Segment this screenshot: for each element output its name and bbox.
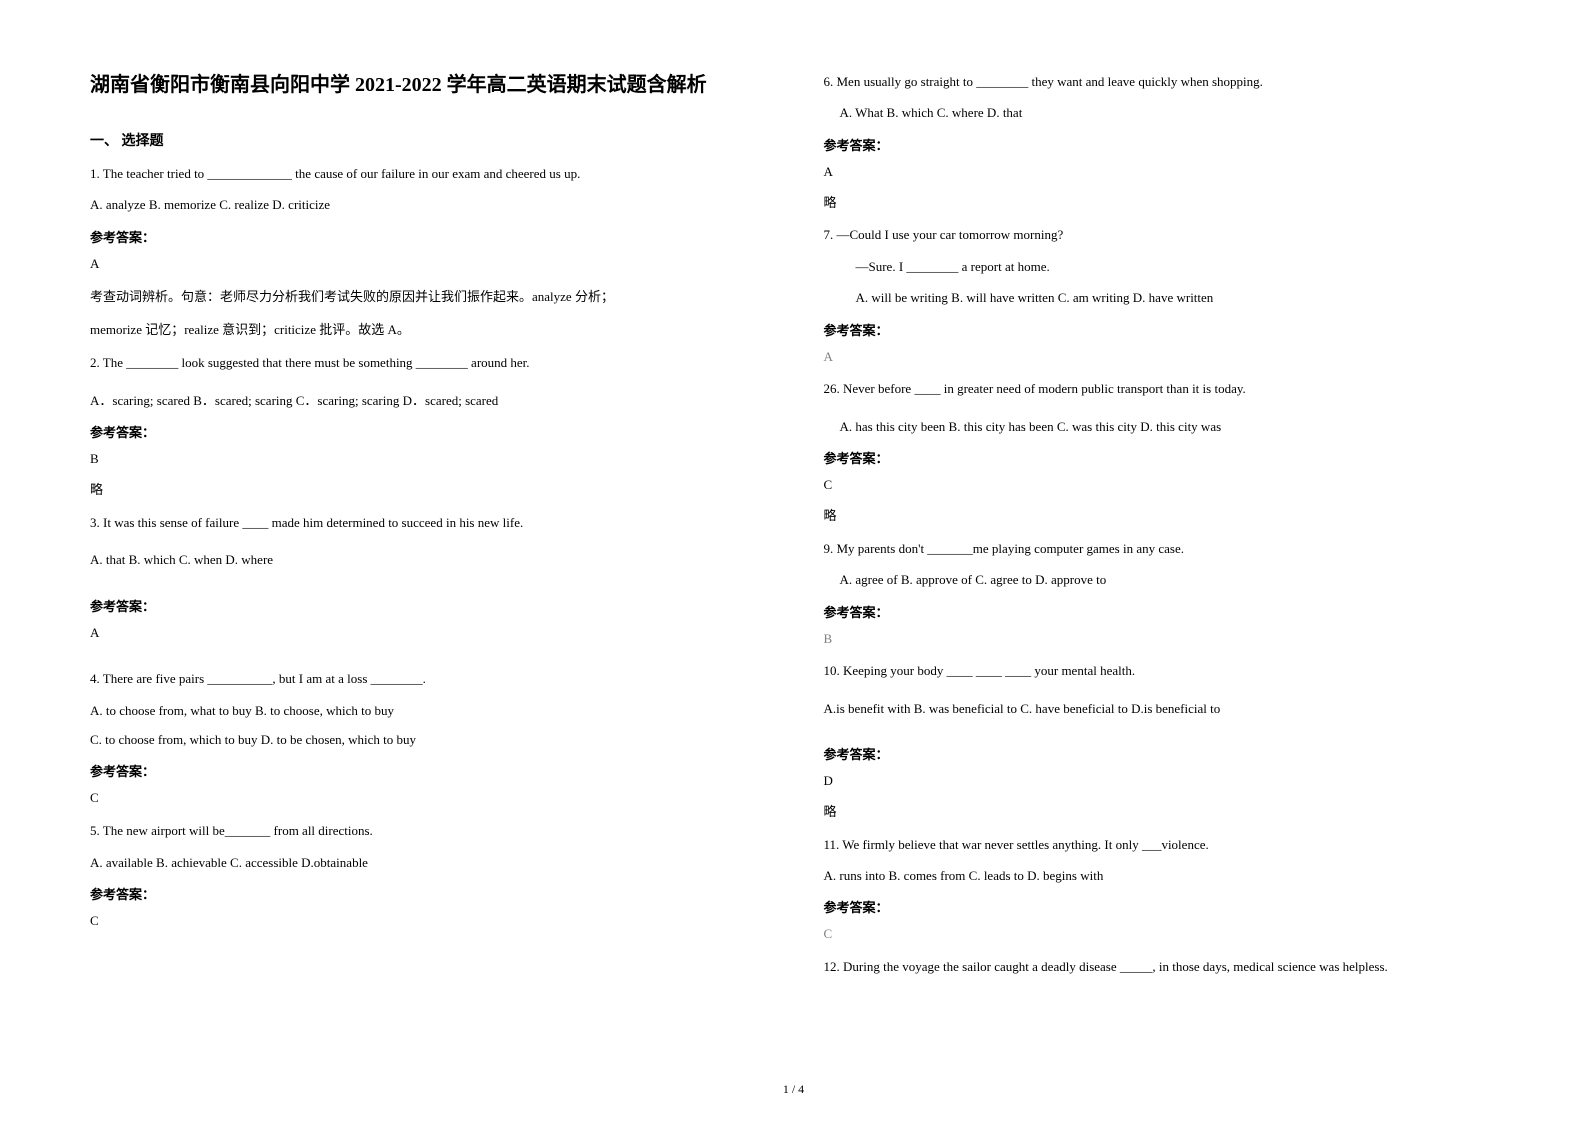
q8-lue: 略 [824, 506, 1498, 527]
q2-stem: 2. The ________ look suggested that ther… [90, 351, 764, 374]
q4-options1: A. to choose from, what to buy B. to cho… [90, 699, 764, 722]
q1-explanation1: 考查动词辨析。句意：老师尽力分析我们考试失败的原因并让我们振作起来。analyz… [90, 285, 764, 308]
q1-stem: 1. The teacher tried to _____________ th… [90, 162, 764, 185]
page-container: 湖南省衡阳市衡南县向阳中学 2021-2022 学年高二英语期末试题含解析 一、… [90, 70, 1497, 1092]
q4-options2: C. to choose from, which to buy D. to be… [90, 728, 764, 751]
q3-stem: 3. It was this sense of failure ____ mad… [90, 511, 764, 534]
q6-answer: A [824, 162, 1498, 183]
q11-options: A. runs into B. comes from C. leads to D… [824, 864, 1498, 887]
q5-options: A. available B. achievable C. accessible… [90, 851, 764, 874]
q1-answer-label: 参考答案： [90, 227, 764, 246]
q3-answer-label: 参考答案： [90, 596, 764, 615]
q7-answer: A [824, 347, 1498, 368]
q4-answer-label: 参考答案： [90, 761, 764, 780]
q10-options: A.is benefit with B. was beneficial to C… [824, 697, 1498, 720]
q10-lue: 略 [824, 802, 1498, 823]
q2-options: A．scaring; scared B．scared; scaring C．sc… [90, 389, 764, 412]
q7-answer-label: 参考答案： [824, 320, 1498, 339]
q8-stem: 26. Never before ____ in greater need of… [824, 377, 1498, 400]
q8-options: A. has this city been B. this city has b… [824, 415, 1498, 438]
q7-options: A. will be writing B. will have written … [824, 286, 1498, 309]
document-title: 湖南省衡阳市衡南县向阳中学 2021-2022 学年高二英语期末试题含解析 [90, 70, 764, 100]
q12-stem: 12. During the voyage the sailor caught … [824, 955, 1498, 978]
section-header: 一、 选择题 [90, 130, 764, 150]
q10-answer: D [824, 771, 1498, 792]
q7-stem2: —Sure. I ________ a report at home. [824, 255, 1498, 278]
left-column: 湖南省衡阳市衡南县向阳中学 2021-2022 学年高二英语期末试题含解析 一、… [90, 70, 764, 1092]
q6-lue: 略 [824, 193, 1498, 214]
q11-stem: 11. We firmly believe that war never set… [824, 833, 1498, 856]
q5-stem: 5. The new airport will be_______ from a… [90, 819, 764, 842]
q8-answer: C [824, 475, 1498, 496]
right-column: 6. Men usually go straight to ________ t… [824, 70, 1498, 1092]
q6-options: A. What B. which C. where D. that [824, 101, 1498, 124]
q2-answer-label: 参考答案： [90, 422, 764, 441]
q10-answer-label: 参考答案： [824, 744, 1498, 763]
q6-stem: 6. Men usually go straight to ________ t… [824, 70, 1498, 93]
q5-answer: C [90, 911, 764, 932]
q3-options: A. that B. which C. when D. where [90, 548, 764, 571]
q9-options: A. agree of B. approve of C. agree to D.… [824, 568, 1498, 591]
q1-explanation2: memorize 记忆；realize 意识到；criticize 批评。故选 … [90, 318, 764, 341]
q5-answer-label: 参考答案： [90, 884, 764, 903]
q7-stem1: 7. —Could I use your car tomorrow mornin… [824, 223, 1498, 246]
q3-answer: A [90, 623, 764, 644]
q9-stem: 9. My parents don't _______me playing co… [824, 537, 1498, 560]
q4-answer: C [90, 788, 764, 809]
q2-answer: B [90, 449, 764, 470]
page-number: 1 / 4 [783, 1082, 804, 1097]
q10-stem: 10. Keeping your body ____ ____ ____ you… [824, 659, 1498, 682]
q6-answer-label: 参考答案： [824, 135, 1498, 154]
q1-answer: A [90, 254, 764, 275]
q1-options: A. analyze B. memorize C. realize D. cri… [90, 193, 764, 216]
q9-answer-label: 参考答案： [824, 602, 1498, 621]
q11-answer-label: 参考答案： [824, 897, 1498, 916]
q11-answer: C [824, 924, 1498, 945]
q4-stem: 4. There are five pairs __________, but … [90, 667, 764, 690]
q9-answer: B [824, 629, 1498, 650]
q2-lue: 略 [90, 480, 764, 501]
q8-answer-label: 参考答案： [824, 448, 1498, 467]
